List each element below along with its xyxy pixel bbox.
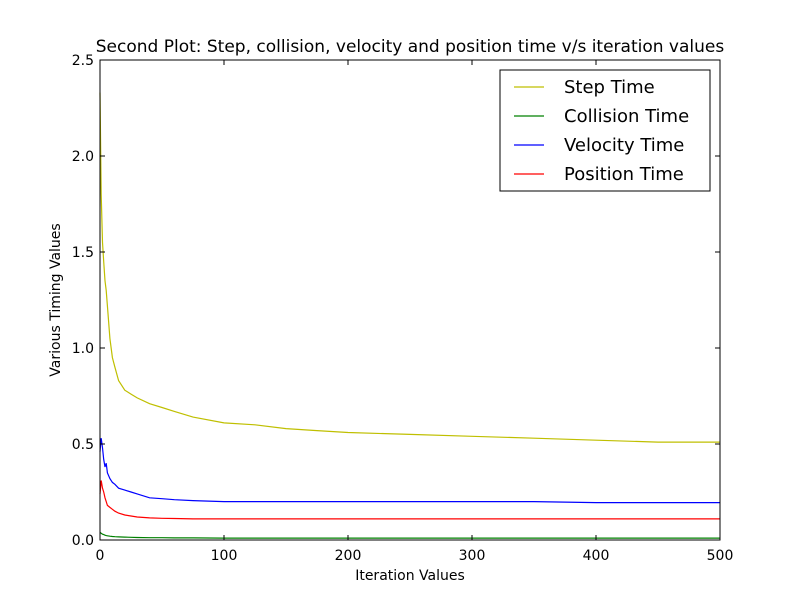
series-layer	[99, 92, 720, 539]
x-tick-label: 500	[707, 548, 734, 564]
legend-box	[499, 69, 711, 192]
x-tick-label: 300	[459, 548, 486, 564]
legend-label: Velocity Time	[564, 135, 684, 156]
series-line-1	[99, 531, 720, 539]
y-tick-label: 1.0	[72, 341, 94, 357]
x-axis-label: Iteration Values	[355, 568, 465, 584]
legend-label: Collision Time	[564, 106, 689, 127]
legend-label: Position Time	[564, 164, 684, 185]
plot-frame	[99, 59, 721, 541]
series-line-0	[99, 92, 720, 443]
y-tick-label: 0.0	[72, 533, 94, 549]
x-tick-label: 100	[211, 548, 238, 564]
y-tick-label: 0.5	[72, 437, 94, 453]
series-line-3	[99, 480, 720, 520]
x-tick-label: 400	[583, 548, 610, 564]
y-tick-label: 2.5	[72, 53, 94, 69]
series-line-2	[99, 438, 720, 504]
legend: Step Time Collision Time Velocity Time Posi…	[499, 69, 711, 192]
chart-title: Second Plot: Step, collision, velocity a…	[96, 37, 725, 57]
y-axis-label: Various Timing Values	[48, 223, 64, 376]
y-tick-label: 2.0	[72, 149, 94, 165]
ticks-layer: 0 100 200 300 400 500 0.0 0.5 1.0 1.5 2.0 2.5	[72, 53, 734, 564]
x-tick-label: 0	[96, 548, 105, 564]
x-tick-label: 200	[335, 548, 362, 564]
legend-label: Step Time	[564, 77, 655, 98]
y-tick-label: 1.5	[72, 245, 94, 261]
